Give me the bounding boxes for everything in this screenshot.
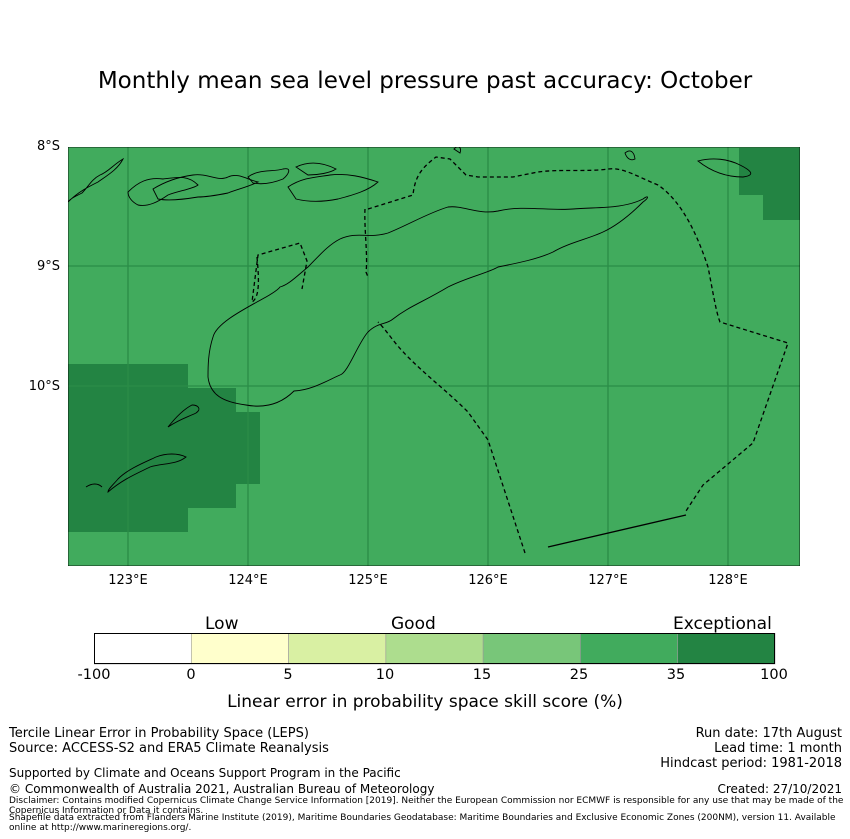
rote-coast xyxy=(107,453,187,493)
island-ne-2 xyxy=(697,158,752,178)
disclaimer-text: Disclaimer: Contains modified Copernicus… xyxy=(9,796,844,816)
colorbar xyxy=(94,633,776,665)
lon-label-128e: 128°E xyxy=(708,573,748,588)
island-ne-1 xyxy=(624,150,636,161)
copyright-text: © Commonwealth of Australia 2021, Austra… xyxy=(9,782,435,796)
colorbar-category-low: Low xyxy=(205,614,239,634)
lon-label-123e: 123°E xyxy=(108,573,148,588)
lead-time-text: Lead time: 1 month xyxy=(714,741,842,756)
colorbar-swatch xyxy=(288,633,387,665)
cell-sw-b xyxy=(188,388,236,508)
timor-coast xyxy=(207,196,648,407)
method-text: Tercile Linear Error in Probability Spac… xyxy=(9,726,309,741)
colorbar-swatch xyxy=(385,633,484,665)
lon-label-124e: 124°E xyxy=(228,573,268,588)
colorbar-label: Linear error in probability space skill … xyxy=(227,692,623,712)
lat-label-10s: 10°S xyxy=(28,379,60,394)
cell-ne-b xyxy=(763,195,800,220)
alor-coast xyxy=(152,174,260,201)
lembata-coast xyxy=(247,168,290,185)
lon-label-127e: 127°E xyxy=(588,573,628,588)
colorbar-category-good: Good xyxy=(391,614,436,634)
sawu-coast xyxy=(85,483,103,488)
colorbar-swatches xyxy=(94,633,776,665)
chart-title: Monthly mean sea level pressure past acc… xyxy=(97,68,753,94)
colorbar-tick: 10 xyxy=(375,667,395,683)
cell-ne-a xyxy=(739,148,800,195)
created-text: Created: 27/10/2021 xyxy=(717,782,842,796)
graticule xyxy=(68,147,800,566)
colorbar-swatch xyxy=(190,633,289,665)
colorbar-swatch xyxy=(677,633,776,665)
lat-label-9s: 9°S xyxy=(36,259,60,274)
colorbar-swatch xyxy=(482,633,581,665)
colorbar-swatch xyxy=(94,633,192,665)
eez-boundary xyxy=(251,156,789,554)
wetar-coast-2 xyxy=(295,162,337,176)
colorbar-swatch xyxy=(580,633,679,665)
pantar-coast xyxy=(127,176,199,206)
colorbar-category-exceptional: Exceptional xyxy=(673,614,772,634)
hindcast-text: Hindcast period: 1981-2018 xyxy=(660,756,842,771)
colorbar-tick: 15 xyxy=(472,667,492,683)
source-text: Source: ACCESS-S2 and ERA5 Climate Reana… xyxy=(9,741,329,756)
support-text: Supported by Climate and Oceans Support … xyxy=(9,766,401,780)
run-date-text: Run date: 17th August xyxy=(695,726,842,741)
colorbar-tick: 100 xyxy=(760,667,788,683)
colorbar-tick: -100 xyxy=(77,667,111,683)
semau-coast xyxy=(167,404,200,428)
colorbar-frame xyxy=(94,633,775,664)
lat-label-8s: 8°S xyxy=(36,139,60,154)
colorbar-tick: 0 xyxy=(186,667,196,683)
coastlines xyxy=(68,147,752,493)
lon-label-126e: 126°E xyxy=(468,573,508,588)
colorbar-tick: 35 xyxy=(666,667,686,683)
skill-map xyxy=(68,147,800,566)
colorbar-tick: 25 xyxy=(569,667,589,683)
lon-label-125e: 125°E xyxy=(348,573,388,588)
flores-coast xyxy=(68,157,125,203)
shapefile-text: Shapefile data extracted from Flanders M… xyxy=(9,813,836,833)
colorbar-tick: 5 xyxy=(283,667,293,683)
island-ne-3 xyxy=(453,147,461,154)
wetar-coast xyxy=(287,174,379,202)
